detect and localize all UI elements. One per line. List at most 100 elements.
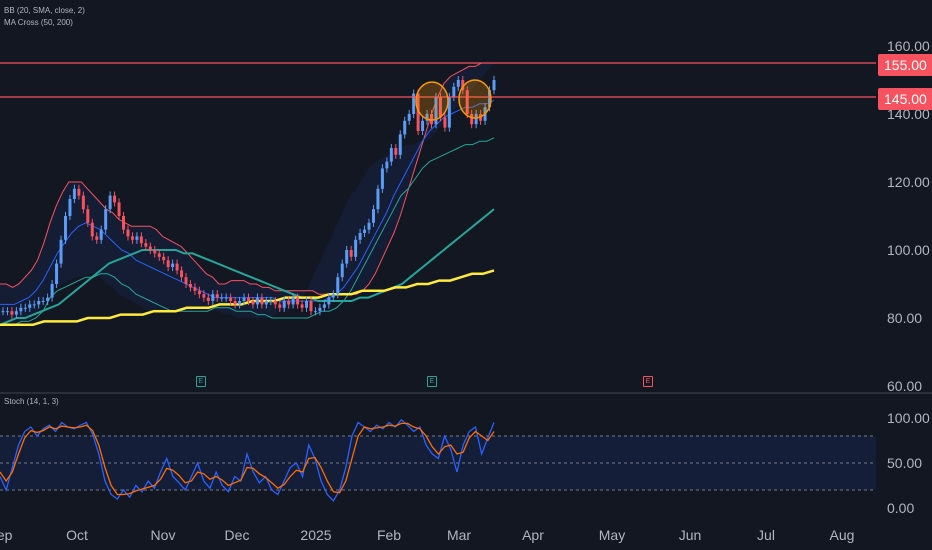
candle-body	[68, 199, 72, 216]
candle-body	[488, 90, 492, 108]
candle-body	[104, 209, 108, 230]
candle-body	[19, 307, 23, 312]
ma200-line	[0, 269, 495, 327]
candle-body	[41, 301, 45, 302]
candle-body	[425, 114, 429, 121]
candle-body	[59, 239, 63, 264]
candle-body	[5, 311, 9, 313]
bb-band-fill	[0, 63, 494, 325]
candle-body	[238, 301, 242, 305]
earnings-marker[interactable]: E	[196, 376, 206, 387]
candle-body	[50, 284, 54, 298]
candle-body	[139, 236, 143, 244]
x-tick-label: Mar	[447, 527, 471, 543]
price-tag-145[interactable]: 145.00	[878, 88, 932, 110]
stoch-y-tick-label: 50.00	[887, 455, 922, 471]
candle-body	[117, 202, 121, 216]
candle-body	[443, 117, 447, 128]
candle-body	[197, 290, 201, 295]
candle-body	[37, 301, 41, 305]
candle-body	[340, 263, 344, 278]
x-tick-label: Jun	[679, 527, 702, 543]
stoch-y-tick-label: 0.00	[887, 500, 914, 516]
candle-body	[202, 294, 206, 298]
y-tick-label: 160.00	[887, 38, 930, 54]
candle-body	[363, 229, 367, 233]
y-tick-label: 140.00	[887, 106, 930, 122]
stoch-d-line	[0, 422, 495, 496]
x-tick-label: Dec	[225, 527, 250, 543]
candle-body	[282, 301, 286, 308]
candle-body	[331, 294, 335, 298]
candle-body	[113, 195, 117, 203]
candle-body	[215, 294, 219, 298]
candle-body	[371, 209, 375, 223]
candle-body	[380, 168, 384, 189]
candle-body	[394, 148, 398, 155]
x-tick-label: Aug	[830, 527, 855, 543]
candle-body	[349, 250, 353, 257]
highlight-ellipse	[415, 81, 449, 121]
candle-body	[144, 243, 148, 247]
candle-body	[430, 114, 434, 125]
candle-body	[398, 134, 402, 155]
candle-body	[461, 80, 465, 91]
candle-body	[345, 250, 349, 264]
candle-body	[86, 209, 90, 223]
candle-body	[233, 301, 237, 305]
candle-body	[153, 250, 157, 254]
candle-body	[77, 188, 81, 196]
candle-body	[407, 114, 411, 121]
candle-body	[95, 236, 99, 240]
candle-body	[465, 90, 469, 114]
candle-body	[81, 195, 85, 210]
candle-body	[14, 311, 18, 315]
candle-body	[273, 301, 277, 305]
x-tick-label: Nov	[151, 527, 176, 543]
stoch-k-line	[0, 418, 495, 502]
candle-body	[162, 256, 166, 261]
candle-body	[438, 97, 442, 118]
y-tick-label: 60.00	[887, 378, 922, 394]
candle-body	[229, 297, 233, 301]
candle-body	[264, 301, 268, 305]
x-tick-label: 2025	[300, 527, 331, 543]
earnings-marker[interactable]: E	[643, 376, 653, 387]
candle-body	[224, 297, 228, 299]
y-tick-label: 80.00	[887, 310, 922, 326]
candle-body	[10, 311, 14, 315]
candle-body	[416, 93, 420, 131]
candle-body	[55, 263, 59, 284]
candle-body	[421, 120, 425, 131]
candle-body	[336, 277, 340, 295]
candle-body	[255, 297, 259, 305]
candle-body	[389, 148, 393, 162]
candle-body	[309, 301, 313, 312]
candle-body	[376, 188, 380, 210]
candle-body	[269, 301, 273, 302]
candle-body	[122, 216, 126, 230]
candle-body	[403, 120, 407, 135]
price-tag-155[interactable]: 155.00	[878, 54, 932, 76]
candle-body	[193, 287, 197, 291]
candle-body	[1, 311, 5, 313]
candle-body	[492, 80, 496, 91]
candle-body	[72, 188, 76, 199]
candle-body	[260, 297, 264, 305]
candle-body	[470, 114, 474, 125]
candle-body	[305, 301, 309, 308]
candle-body	[126, 229, 130, 237]
earnings-marker[interactable]: E	[427, 376, 437, 387]
candle-body	[171, 263, 175, 267]
x-tick-label: Jul	[757, 527, 775, 543]
candle-body	[175, 263, 179, 271]
bb-lower-line	[0, 137, 495, 326]
candle-body	[242, 297, 246, 301]
candle-body	[474, 114, 478, 125]
candle-body	[148, 246, 152, 250]
candle-body	[434, 97, 438, 125]
ma-cross-legend: MA Cross (50, 200)	[4, 18, 73, 27]
candle-body	[296, 297, 300, 305]
y-tick-label: 120.00	[887, 174, 930, 190]
